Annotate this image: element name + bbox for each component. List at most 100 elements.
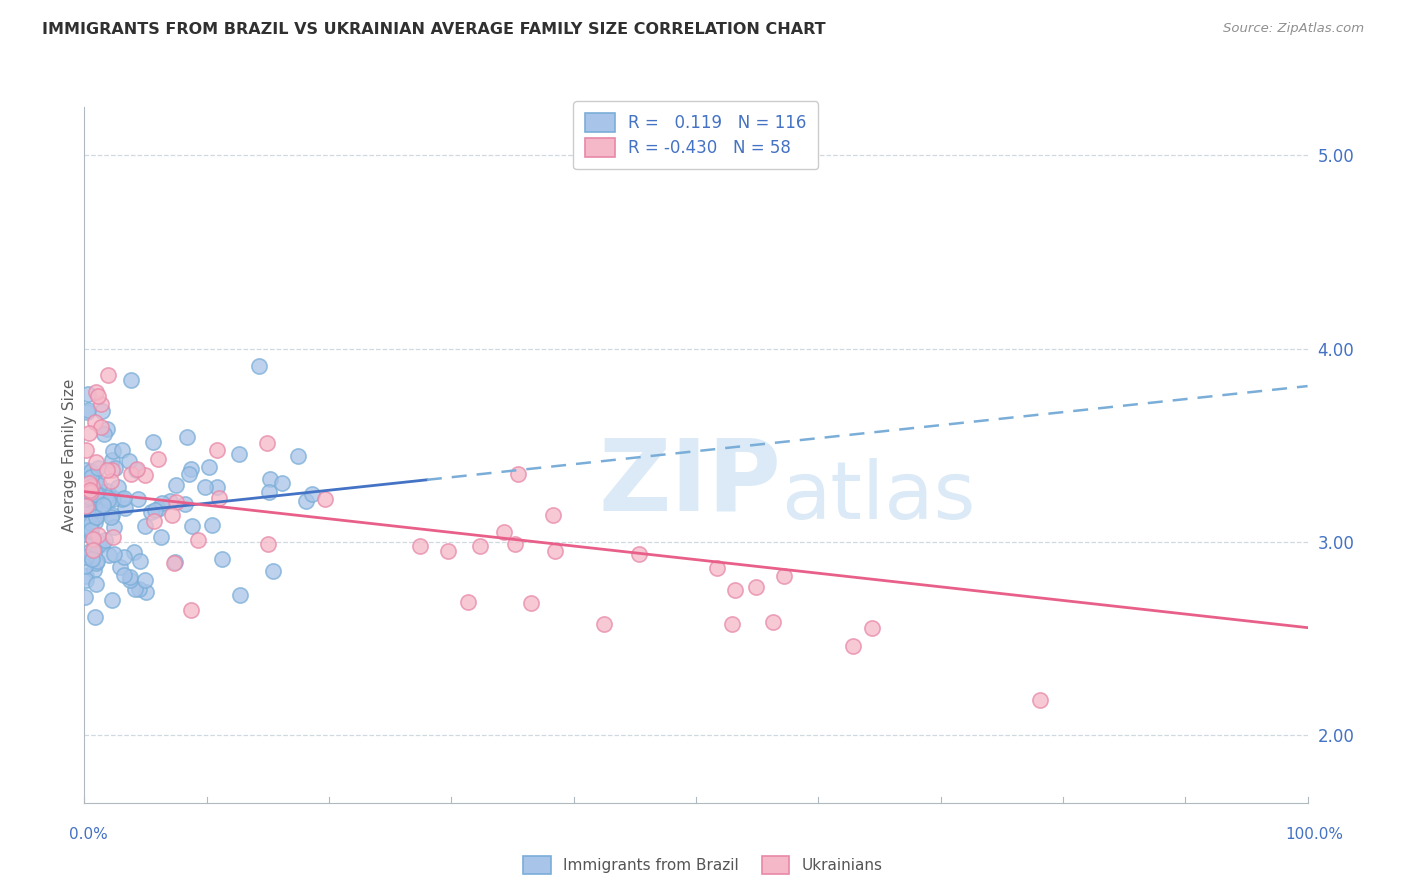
Point	[173, 496, 195, 510]
Point	[505, 537, 527, 551]
Point	[247, 359, 270, 373]
Point	[508, 467, 530, 482]
Point	[87, 508, 110, 522]
Point	[259, 472, 281, 486]
Point	[77, 500, 100, 515]
Point	[93, 427, 115, 442]
Point	[101, 490, 124, 504]
Point	[80, 529, 103, 543]
Point	[180, 603, 202, 617]
Point	[77, 425, 100, 440]
Point	[91, 502, 114, 516]
Point	[79, 524, 101, 539]
Point	[86, 528, 108, 542]
Point	[118, 454, 141, 468]
Point	[112, 491, 135, 505]
Text: Source: ZipAtlas.com: Source: ZipAtlas.com	[1223, 22, 1364, 36]
Point	[457, 594, 479, 608]
Y-axis label: Average Family Size: Average Family Size	[62, 378, 77, 532]
Point	[75, 569, 97, 583]
Point	[101, 463, 124, 477]
Point	[96, 463, 118, 477]
Point	[84, 510, 107, 524]
Point	[83, 496, 105, 510]
Text: ZIP: ZIP	[598, 434, 780, 532]
Point	[97, 549, 120, 563]
Point	[75, 499, 97, 513]
Point	[89, 477, 111, 491]
Point	[134, 468, 156, 483]
Point	[100, 474, 122, 488]
Point	[706, 561, 728, 575]
Point	[91, 536, 114, 550]
Point	[228, 447, 250, 461]
Point	[79, 483, 101, 498]
Point	[229, 588, 252, 602]
Point	[112, 567, 135, 582]
Point	[76, 483, 98, 498]
Point	[721, 616, 744, 631]
Point	[139, 505, 162, 519]
Point	[96, 483, 118, 498]
Point	[103, 520, 125, 534]
Point	[87, 461, 110, 475]
Point	[492, 525, 515, 540]
Point	[180, 462, 202, 476]
Point	[77, 490, 100, 504]
Point	[194, 480, 217, 494]
Point	[90, 404, 112, 418]
Point	[257, 537, 280, 551]
Point	[262, 564, 284, 578]
Point	[104, 461, 127, 475]
Point	[122, 544, 145, 558]
Point	[165, 495, 187, 509]
Point	[80, 479, 103, 493]
Point	[165, 478, 187, 492]
Point	[83, 490, 105, 504]
Point	[207, 442, 229, 457]
Point	[94, 533, 117, 548]
Point	[75, 463, 97, 477]
Point	[314, 491, 336, 506]
Point	[150, 530, 173, 544]
Point	[295, 494, 318, 508]
Point	[211, 552, 233, 566]
Point	[745, 580, 768, 594]
Point	[271, 475, 294, 490]
Point	[84, 515, 107, 529]
Point	[84, 385, 107, 400]
Point	[84, 556, 107, 570]
Point	[118, 570, 141, 584]
Point	[163, 557, 186, 571]
Point	[77, 510, 100, 524]
Point	[80, 551, 103, 566]
Point	[127, 492, 149, 507]
Legend: Immigrants from Brazil, Ukrainians: Immigrants from Brazil, Ukrainians	[517, 850, 889, 880]
Point	[111, 443, 134, 458]
Point	[103, 547, 125, 561]
Point	[87, 487, 110, 501]
Point	[162, 508, 184, 522]
Point	[142, 435, 165, 450]
Point	[437, 544, 460, 558]
Point	[287, 449, 309, 463]
Point	[91, 498, 114, 512]
Point	[134, 519, 156, 533]
Point	[114, 500, 136, 515]
Point	[762, 615, 785, 629]
Point	[541, 508, 564, 522]
Point	[159, 493, 181, 508]
Text: IMMIGRANTS FROM BRAZIL VS UKRAINIAN AVERAGE FAMILY SIZE CORRELATION CHART: IMMIGRANTS FROM BRAZIL VS UKRAINIAN AVER…	[42, 22, 825, 37]
Point	[205, 480, 228, 494]
Point	[111, 491, 134, 506]
Point	[87, 534, 110, 549]
Point	[79, 549, 101, 564]
Point	[176, 430, 198, 444]
Point	[120, 373, 142, 387]
Point	[75, 481, 97, 495]
Point	[77, 476, 100, 491]
Point	[86, 577, 108, 591]
Point	[207, 491, 229, 505]
Point	[468, 539, 491, 553]
Text: 100.0%: 100.0%	[1285, 827, 1344, 841]
